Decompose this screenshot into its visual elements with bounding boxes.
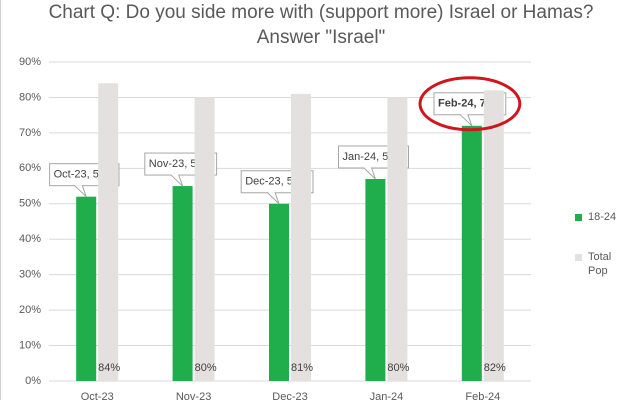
x-tick-label: Jan-24 xyxy=(370,391,404,400)
y-tick-label: 0% xyxy=(25,375,41,387)
y-tick-label: 30% xyxy=(19,269,41,281)
y-tick-label: 20% xyxy=(19,304,41,316)
chart-title: Chart Q: Do you side more with (support … xyxy=(48,2,594,48)
callout-pointer xyxy=(266,191,280,205)
bar xyxy=(483,90,504,381)
bar xyxy=(461,125,482,381)
legend-swatch xyxy=(575,214,582,221)
value-label: 80% xyxy=(195,362,217,374)
bar xyxy=(365,178,386,381)
y-tick-label: 40% xyxy=(19,233,41,245)
bar xyxy=(387,97,408,381)
legend-label: Total Pop xyxy=(588,251,612,277)
callout-pointer xyxy=(73,184,87,198)
bar xyxy=(98,83,119,382)
callout-pointer xyxy=(459,113,473,127)
value-label: 82% xyxy=(484,362,506,374)
legend-entry: 18-24 xyxy=(575,210,624,224)
value-label: 81% xyxy=(291,362,313,374)
bar xyxy=(172,186,193,381)
bar xyxy=(194,97,215,381)
highlight-ring xyxy=(418,76,522,132)
bar xyxy=(76,196,97,381)
bar xyxy=(291,93,311,382)
y-tick-label: 10% xyxy=(19,339,41,351)
y-tick-label: 60% xyxy=(19,162,41,174)
value-label: 80% xyxy=(387,362,409,374)
legend-swatch xyxy=(575,254,582,261)
callout-pointer xyxy=(363,167,376,180)
y-tick-label: 50% xyxy=(19,198,41,210)
legend-label: 18-24 xyxy=(588,211,617,223)
x-tick-label: Nov-23 xyxy=(176,391,211,400)
callout-pointer xyxy=(170,174,184,187)
x-tick-label: Oct-23 xyxy=(81,391,114,400)
x-tick-label: Dec-23 xyxy=(272,391,307,400)
y-tick-label: 70% xyxy=(19,127,41,139)
y-tick-label: 90% xyxy=(19,56,41,68)
value-label: 84% xyxy=(98,362,120,374)
legend-entry: Total Pop xyxy=(575,250,624,278)
y-tick-label: 80% xyxy=(19,91,41,103)
bar xyxy=(269,203,289,381)
x-tick-label: Feb-24 xyxy=(465,391,500,400)
